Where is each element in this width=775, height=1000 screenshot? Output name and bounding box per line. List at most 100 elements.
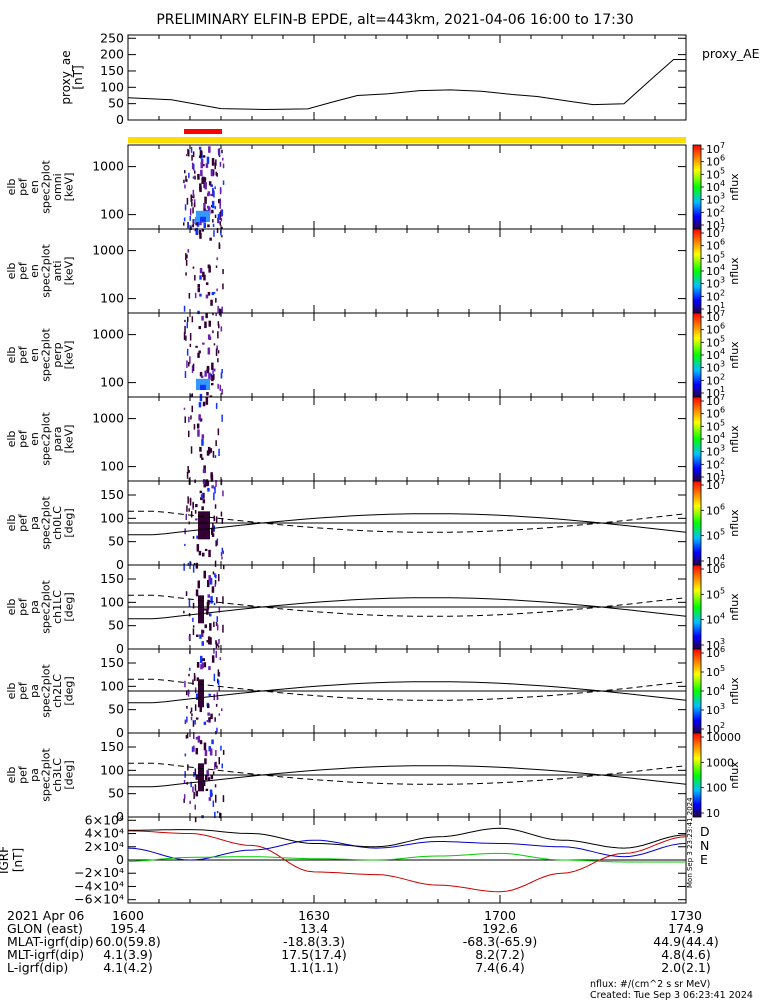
speck <box>211 375 214 382</box>
speck <box>192 221 195 228</box>
speck <box>186 322 188 329</box>
speck <box>221 547 224 553</box>
glon-label: GLON (east) <box>7 921 83 936</box>
speck <box>192 565 195 573</box>
ytick-label: 100 <box>100 678 124 693</box>
speck <box>206 608 209 615</box>
ylabel-pa_ch2-1: pef <box>17 681 30 700</box>
speck <box>199 150 203 157</box>
ytick-label: 2×10⁴ <box>85 839 124 854</box>
mlt-v2: 8.2(7.2) <box>475 947 525 962</box>
speck <box>221 209 224 216</box>
speck <box>203 721 207 725</box>
speck <box>191 224 193 228</box>
ylabel-pa_ch2-4: ch2LC <box>51 674 64 708</box>
speck <box>198 550 202 556</box>
speck <box>215 640 217 645</box>
speck <box>206 720 210 723</box>
speck <box>190 561 192 566</box>
colorbar-tick-label: 106 <box>706 561 725 576</box>
speck <box>211 527 214 535</box>
lshell-v2: 7.4(6.4) <box>475 960 525 975</box>
mlat-v3: 44.9(44.4) <box>653 934 718 949</box>
speck <box>184 325 186 334</box>
speck <box>199 275 202 280</box>
speck <box>208 746 211 752</box>
ytick-label: −2×10⁴ <box>74 865 124 880</box>
speck <box>194 768 197 776</box>
speck <box>192 720 195 727</box>
speck <box>184 319 186 323</box>
speckles-pa_ch3 <box>183 733 225 823</box>
speck <box>221 226 223 230</box>
speck <box>186 254 188 259</box>
speck <box>206 365 210 371</box>
pa-dense-block <box>198 763 204 792</box>
speck <box>203 274 206 281</box>
speck <box>198 414 201 421</box>
speck <box>189 667 191 671</box>
speck <box>222 163 225 169</box>
speck <box>186 706 188 709</box>
speck <box>215 265 218 268</box>
speck <box>210 596 213 604</box>
speck <box>195 736 199 740</box>
ytick-label: 100 <box>100 762 124 777</box>
speck <box>190 781 192 788</box>
speck <box>197 287 200 293</box>
x-tick-1730: 1730 <box>670 908 702 923</box>
ylabel-spec_para-0: elb <box>5 431 18 448</box>
speck <box>202 271 205 277</box>
speck <box>216 288 218 292</box>
speck <box>201 438 204 446</box>
colorbar-tick-label: 107 <box>706 477 725 492</box>
speck <box>186 716 188 723</box>
ylabel-spec_perp-1: pef <box>17 345 30 364</box>
speck <box>218 713 221 716</box>
speck <box>198 326 201 330</box>
speck <box>205 788 209 791</box>
speck <box>202 479 206 485</box>
ytick-label: 0 <box>116 641 124 656</box>
mlt-label: MLT-igrf(dip) <box>7 947 84 962</box>
speck <box>207 599 210 605</box>
speck <box>187 562 190 566</box>
speck <box>188 172 190 179</box>
ylabel-pa_ch3-5: [deg] <box>63 760 76 789</box>
speck <box>194 228 197 232</box>
speck <box>215 794 217 803</box>
speck <box>191 195 193 199</box>
speck <box>218 244 221 249</box>
speck <box>195 747 198 755</box>
speck <box>192 363 195 371</box>
speck <box>205 282 209 285</box>
speck <box>184 719 187 724</box>
speck <box>185 513 187 520</box>
colorbar-tick-label: 106 <box>706 502 725 517</box>
ytick-label: 0 <box>116 112 124 127</box>
speck <box>184 771 186 778</box>
speck <box>221 306 223 313</box>
ylabel-spec_perp-5: [keV] <box>63 341 76 370</box>
speck <box>200 169 203 177</box>
speck <box>219 657 222 660</box>
speck <box>190 394 192 398</box>
speck <box>194 804 196 810</box>
speck <box>211 655 215 663</box>
speck <box>220 511 223 517</box>
speck <box>212 219 214 223</box>
ytick-label: 6×10⁴ <box>85 812 124 827</box>
speck <box>198 230 202 235</box>
speck <box>186 197 189 205</box>
speck <box>195 589 199 597</box>
speck <box>207 704 210 709</box>
speck <box>215 159 217 166</box>
ytick-label: 0 <box>116 809 124 824</box>
ytick-label: 0 <box>116 852 124 867</box>
speck <box>208 666 211 671</box>
speck <box>192 625 195 628</box>
speck <box>215 641 218 649</box>
speck <box>220 552 223 556</box>
speck <box>191 393 193 397</box>
speck <box>200 161 203 169</box>
